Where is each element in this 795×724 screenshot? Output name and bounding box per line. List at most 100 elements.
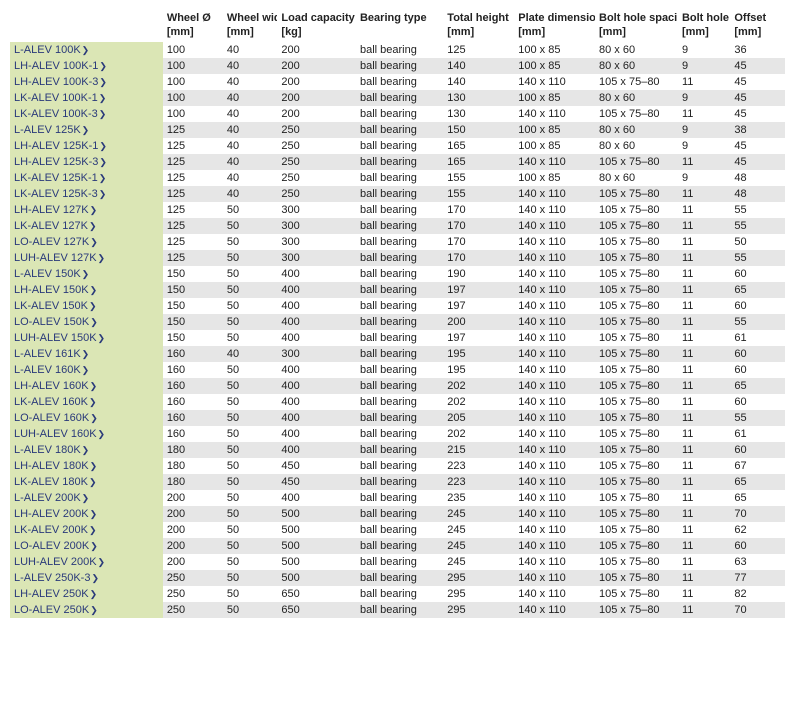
- model-link[interactable]: LK-ALEV 125K-1❯: [10, 170, 163, 186]
- model-link[interactable]: LK-ALEV 150K❯: [10, 298, 163, 314]
- cell: 11: [678, 474, 730, 490]
- model-link[interactable]: L-ALEV 100K❯: [10, 42, 163, 58]
- cell: 100: [163, 58, 223, 74]
- model-label: LUH-ALEV 150K: [14, 332, 97, 344]
- cell: 400: [277, 298, 356, 314]
- cell: 150: [163, 282, 223, 298]
- model-link[interactable]: LH-ALEV 150K❯: [10, 282, 163, 298]
- model-link[interactable]: LUH-ALEV 127K❯: [10, 250, 163, 266]
- cell: 9: [678, 58, 730, 74]
- cell: 200: [443, 314, 514, 330]
- model-label: LO-ALEV 200K: [14, 540, 89, 552]
- cell: 45: [730, 154, 785, 170]
- model-link[interactable]: LH-ALEV 180K❯: [10, 458, 163, 474]
- cell: 400: [277, 378, 356, 394]
- model-link[interactable]: LH-ALEV 100K-1❯: [10, 58, 163, 74]
- model-link[interactable]: LUH-ALEV 150K❯: [10, 330, 163, 346]
- model-link[interactable]: LK-ALEV 100K-3❯: [10, 106, 163, 122]
- table-row: L-ALEV 200K❯20050400ball bearing235140 x…: [10, 490, 785, 506]
- table-row: LH-ALEV 125K-1❯12540250ball bearing16510…: [10, 138, 785, 154]
- cell: 61: [730, 330, 785, 346]
- model-link[interactable]: LH-ALEV 250K❯: [10, 586, 163, 602]
- cell: 40: [223, 106, 278, 122]
- cell: 105 x 75–80: [595, 282, 678, 298]
- cell: 200: [163, 522, 223, 538]
- cell: 140 x 110: [514, 538, 595, 554]
- cell: 155: [443, 186, 514, 202]
- model-link[interactable]: LO-ALEV 127K❯: [10, 234, 163, 250]
- model-link[interactable]: LUH-ALEV 160K❯: [10, 426, 163, 442]
- cell: 105 x 75–80: [595, 266, 678, 282]
- model-link[interactable]: LUH-ALEV 200K❯: [10, 554, 163, 570]
- cell: 65: [730, 282, 785, 298]
- model-label: LK-ALEV 180K: [14, 476, 88, 488]
- model-link[interactable]: LO-ALEV 200K❯: [10, 538, 163, 554]
- model-link[interactable]: LH-ALEV 125K-1❯: [10, 138, 163, 154]
- cell: 140 x 110: [514, 426, 595, 442]
- model-label: LO-ALEV 127K: [14, 236, 89, 248]
- cell: 62: [730, 522, 785, 538]
- model-link[interactable]: L-ALEV 250K-3❯: [10, 570, 163, 586]
- table-row: LK-ALEV 125K-3❯12540250ball bearing15514…: [10, 186, 785, 202]
- model-link[interactable]: L-ALEV 161K❯: [10, 346, 163, 362]
- col-unit-2: [mm]: [223, 26, 278, 42]
- table-row: LK-ALEV 100K-1❯10040200ball bearing13010…: [10, 90, 785, 106]
- model-link[interactable]: LH-ALEV 125K-3❯: [10, 154, 163, 170]
- model-label: LK-ALEV 150K: [14, 300, 88, 312]
- table-row: LUH-ALEV 127K❯12550300ball bearing170140…: [10, 250, 785, 266]
- cell: 50: [223, 538, 278, 554]
- cell: 9: [678, 138, 730, 154]
- model-link[interactable]: LH-ALEV 127K❯: [10, 202, 163, 218]
- cell: 140 x 110: [514, 202, 595, 218]
- model-link[interactable]: LK-ALEV 125K-3❯: [10, 186, 163, 202]
- col-header-6: Plate dimensions: [514, 10, 595, 26]
- model-link[interactable]: L-ALEV 200K❯: [10, 490, 163, 506]
- cell: 150: [163, 330, 223, 346]
- model-link[interactable]: LK-ALEV 180K❯: [10, 474, 163, 490]
- model-link[interactable]: LO-ALEV 250K❯: [10, 602, 163, 618]
- cell: 140 x 110: [514, 506, 595, 522]
- cell: 100 x 85: [514, 170, 595, 186]
- model-link[interactable]: LK-ALEV 100K-1❯: [10, 90, 163, 106]
- chevron-right-icon: ❯: [81, 45, 90, 55]
- model-link[interactable]: LO-ALEV 150K❯: [10, 314, 163, 330]
- cell: ball bearing: [356, 58, 443, 74]
- cell: 125: [163, 250, 223, 266]
- cell: 200: [277, 74, 356, 90]
- cell: ball bearing: [356, 426, 443, 442]
- model-link[interactable]: LH-ALEV 160K❯: [10, 378, 163, 394]
- model-link[interactable]: LH-ALEV 200K❯: [10, 506, 163, 522]
- cell: 50: [223, 282, 278, 298]
- table-row: L-ALEV 250K-3❯25050500ball bearing295140…: [10, 570, 785, 586]
- cell: 55: [730, 314, 785, 330]
- model-link[interactable]: L-ALEV 180K❯: [10, 442, 163, 458]
- chevron-right-icon: ❯: [90, 573, 99, 583]
- cell: 245: [443, 538, 514, 554]
- cell: 11: [678, 154, 730, 170]
- cell: ball bearing: [356, 490, 443, 506]
- cell: 400: [277, 362, 356, 378]
- cell: 125: [163, 138, 223, 154]
- cell: ball bearing: [356, 42, 443, 58]
- cell: 140 x 110: [514, 186, 595, 202]
- cell: 11: [678, 282, 730, 298]
- model-link[interactable]: LK-ALEV 127K❯: [10, 218, 163, 234]
- cell: 100 x 85: [514, 138, 595, 154]
- cell: 100: [163, 106, 223, 122]
- cell: 140 x 110: [514, 250, 595, 266]
- cell: 650: [277, 586, 356, 602]
- cell: 105 x 75–80: [595, 570, 678, 586]
- model-link[interactable]: L-ALEV 160K❯: [10, 362, 163, 378]
- model-link[interactable]: LK-ALEV 160K❯: [10, 394, 163, 410]
- cell: ball bearing: [356, 266, 443, 282]
- cell: 50: [223, 410, 278, 426]
- cell: 80 x 60: [595, 122, 678, 138]
- cell: ball bearing: [356, 106, 443, 122]
- model-link[interactable]: L-ALEV 125K❯: [10, 122, 163, 138]
- model-link[interactable]: LO-ALEV 160K❯: [10, 410, 163, 426]
- model-link[interactable]: LK-ALEV 200K❯: [10, 522, 163, 538]
- model-link[interactable]: L-ALEV 150K❯: [10, 266, 163, 282]
- cell: 400: [277, 410, 356, 426]
- cell: 245: [443, 506, 514, 522]
- model-link[interactable]: LH-ALEV 100K-3❯: [10, 74, 163, 90]
